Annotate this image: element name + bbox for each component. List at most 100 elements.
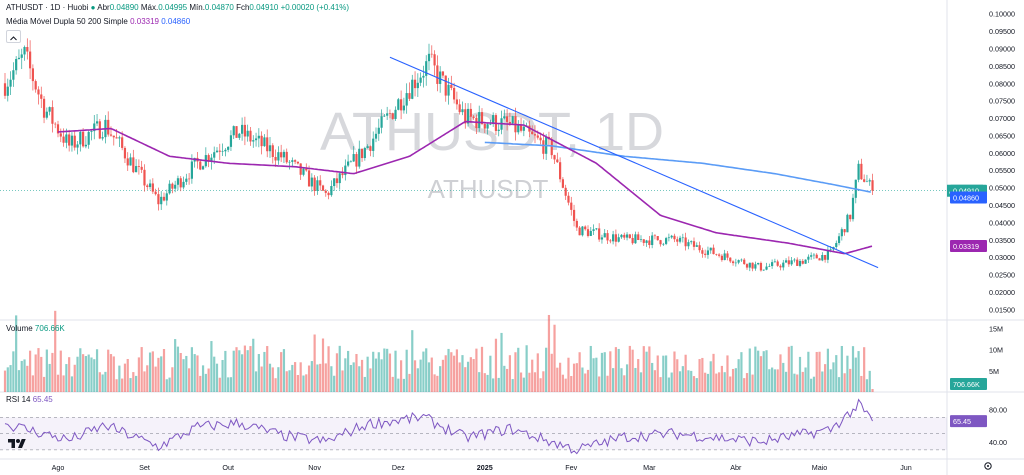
candle-body [6,86,9,96]
volume-bar [653,370,657,392]
candle-body [82,131,85,147]
volume-bar [391,376,394,392]
tradingview-logo-icon[interactable] [7,437,27,451]
low-value: 0.04870 [204,3,234,12]
candle-body [59,133,62,137]
candle-body [132,157,135,173]
candle-body [68,134,71,146]
candle-body [464,109,467,124]
watermark-title: ATHUSDT, 1D [320,102,664,162]
volume-bar [441,359,445,392]
rsi-line [4,398,873,455]
volume-bar [56,374,60,392]
volume-bar [522,377,525,392]
candle-body [174,184,177,189]
candle-body [215,150,219,153]
volume-bar [466,361,470,392]
volume-bar [380,359,383,392]
volume-bar [489,355,492,392]
volume-bar [723,372,726,392]
ma200-price-tag-text: 0.04860 [953,193,979,202]
volume-bar [726,355,729,392]
candle-body [76,144,79,148]
candle-body [391,113,394,119]
volume-bar [296,375,299,392]
volume-bar [76,356,79,392]
volume-bar [207,368,210,392]
price-tick-label: 0.09000 [989,45,1015,54]
time-tick-label: Mar [643,463,656,472]
collapse-legend-button[interactable] [6,30,21,43]
candle-body [651,235,654,246]
volume-bar [796,374,799,392]
time-tick-label: 2025 [477,463,493,472]
symbol-title[interactable]: ATHUSDT · 1D · Huobi [6,3,89,12]
volume-bar [394,350,397,392]
gear-icon[interactable] [984,462,992,470]
candle-body [572,209,576,221]
price-tick-label: 0.05500 [989,166,1015,175]
candle-body [400,99,403,111]
open-value: 0.04890 [109,3,139,12]
volume-bar [812,376,816,392]
candle-body [335,178,339,184]
candle-body [617,237,620,242]
volume-bar [807,351,810,392]
volume-bar [709,361,712,392]
candle-body [784,260,788,263]
candle-body [595,228,598,230]
volume-bar [366,356,369,392]
volume-bar [651,362,654,392]
volume-bar [413,360,417,392]
volume-bar [59,350,62,392]
ma50-line [57,120,873,255]
candle-body [352,154,355,162]
volume-bar [360,359,364,392]
volume-bar [243,345,246,392]
volume-bar [768,369,771,392]
volume-bar [210,341,213,392]
volume-bar [355,353,358,392]
candle-body [3,83,7,96]
volume-bar [514,352,517,392]
time-tick-label: Abr [730,463,742,472]
candle-body [182,181,185,188]
volume-bar [422,351,425,392]
volume-bar [759,356,763,392]
candle-body [639,239,643,240]
candle-body [241,124,244,134]
candle-body [620,234,623,238]
candle-body [645,240,648,243]
volume-bar [592,358,595,392]
rsi-legend[interactable]: RSI 14 65.45 [6,395,53,404]
candle-body [327,192,330,196]
volume-bar [743,378,746,392]
candle-body [377,127,380,134]
candle-body [140,166,143,170]
candle-body [37,89,40,95]
indicator-legend[interactable]: Média Móvel Dupla 50 200 Simple 0.03319 … [6,17,190,26]
volume-bar [690,370,693,392]
candle-body [277,152,280,161]
candle-body [684,237,687,247]
volume-bar [678,371,682,392]
volume-bar [676,359,679,392]
candle-body [218,150,221,152]
volume-bar [31,375,34,392]
volume-bar [20,360,23,392]
candle-body [235,126,238,138]
candles-group [3,38,874,272]
volume-legend[interactable]: Volume 706.66K [6,324,65,333]
candle-body [754,264,757,269]
candle-body [486,124,489,129]
candle-body [860,163,863,180]
candle-body [48,107,51,112]
price-tick-label: 0.02500 [989,271,1015,280]
volume-bar [171,367,174,392]
volume-bar [352,362,355,392]
candle-body [846,214,849,233]
volume-bar [235,347,238,392]
volume-bar [383,348,386,392]
volume-bar [444,355,447,392]
